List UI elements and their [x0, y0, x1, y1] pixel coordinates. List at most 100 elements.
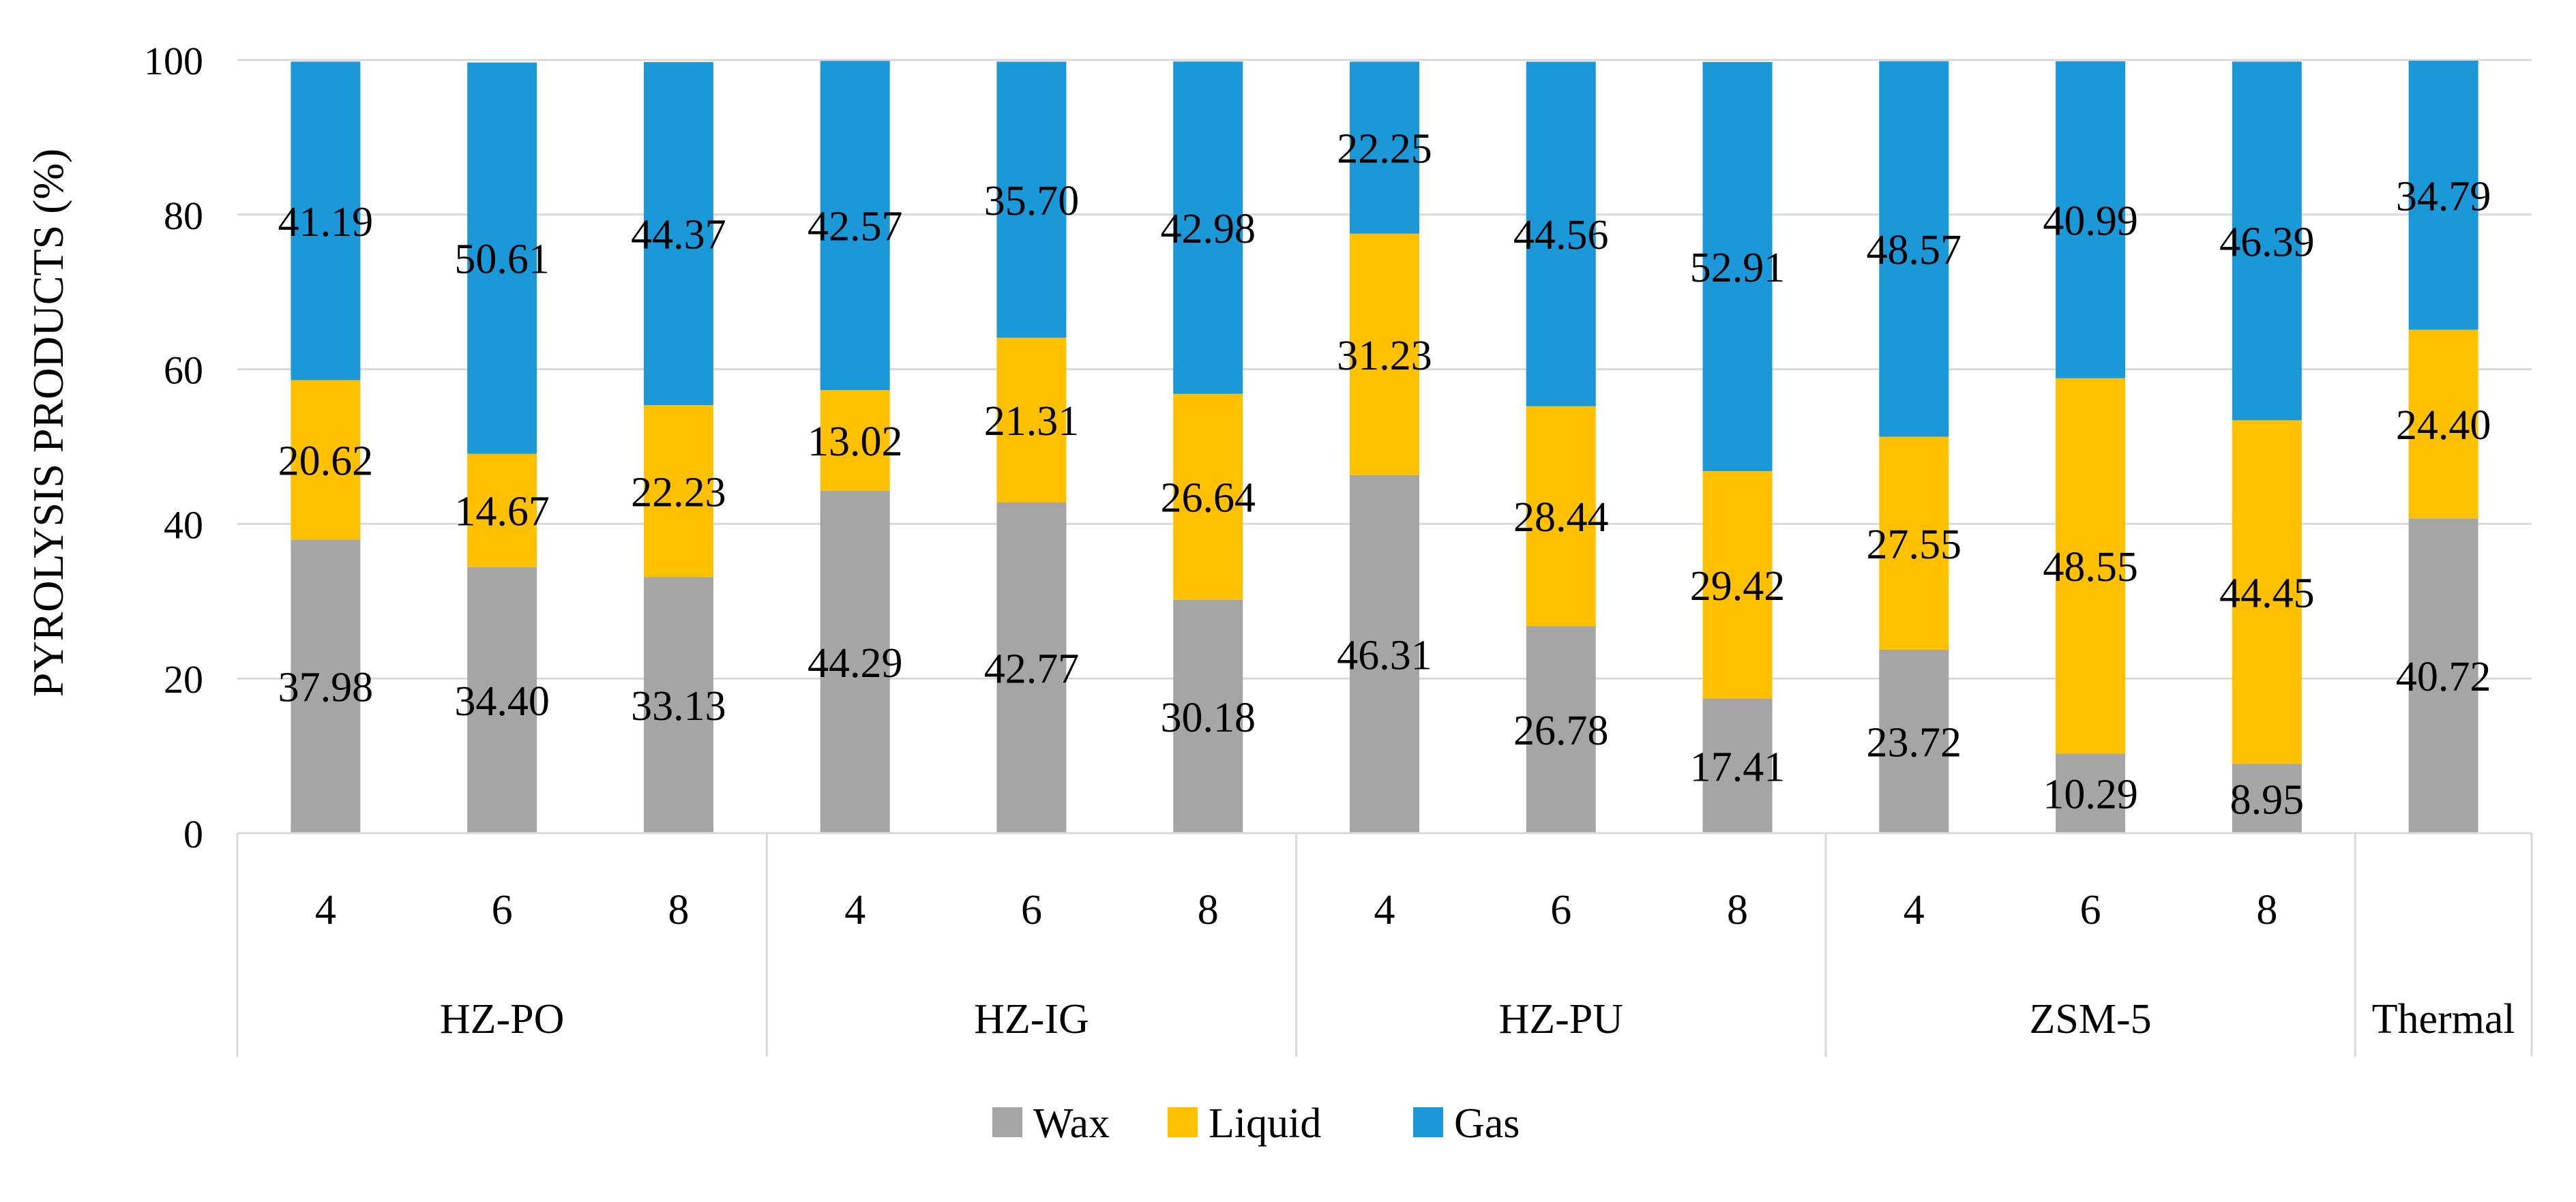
bar-liquid-0	[291, 380, 361, 540]
data-label-gas: 52.91	[1690, 245, 1786, 291]
bar-wax-6	[1350, 475, 1419, 833]
bar-gas-5	[1173, 61, 1243, 394]
bar-liquid-7	[1526, 406, 1596, 627]
bar-wax-10	[2056, 753, 2126, 833]
data-label-gas: 46.39	[2219, 219, 2315, 265]
bar-liquid-6	[1350, 233, 1419, 475]
bar-gas-8	[1702, 61, 1773, 471]
bar-gas-9	[1879, 61, 1949, 437]
legend-label: Gas	[1454, 1100, 1520, 1147]
bars	[291, 61, 2478, 833]
bar-wax-12	[2408, 518, 2478, 833]
bar-gas-11	[2232, 61, 2302, 421]
data-label-liquid: 48.55	[2043, 544, 2138, 590]
group-label: ZSM-5	[2030, 996, 2152, 1042]
group-label: HZ-PO	[440, 996, 565, 1042]
data-label-wax: 42.77	[984, 646, 1080, 692]
data-label-gas: 50.61	[454, 237, 550, 283]
bar-liquid-11	[2232, 420, 2302, 764]
bar-wax-8	[1702, 698, 1773, 833]
group-label: HZ-IG	[974, 996, 1089, 1042]
data-label-gas: 41.19	[278, 199, 374, 245]
legend-swatch	[1168, 1107, 1198, 1137]
data-label-gas: 44.56	[1513, 212, 1609, 258]
data-label-wax: 33.13	[631, 683, 726, 730]
data-label-liquid: 26.64	[1160, 475, 1256, 522]
x-tick-label: 4	[1374, 887, 1395, 933]
data-label-wax: 46.31	[1337, 632, 1432, 678]
data-label-wax: 37.98	[278, 665, 374, 711]
data-label-liquid: 24.40	[2396, 402, 2491, 449]
x-tick-label: 4	[315, 887, 336, 933]
data-label-wax: 34.40	[454, 678, 550, 725]
legend-swatch	[1413, 1107, 1443, 1137]
data-label-wax: 44.29	[808, 640, 903, 687]
data-label-gas: 44.37	[631, 212, 726, 258]
bar-liquid-10	[2056, 378, 2126, 754]
bar-wax-9	[1879, 650, 1949, 833]
bar-gas-2	[643, 62, 713, 406]
bar-liquid-3	[820, 390, 890, 491]
group-label: HZ-PU	[1498, 996, 1623, 1042]
legend-item-gas: Gas	[1413, 1100, 1520, 1147]
x-tick-label: 6	[492, 887, 513, 933]
bar-gas-0	[291, 61, 361, 380]
x-tick-label: 8	[668, 887, 689, 933]
bar-liquid-12	[2408, 329, 2478, 519]
bar-liquid-4	[996, 337, 1067, 502]
bar-gas-12	[2408, 61, 2478, 330]
data-label-liquid: 31.23	[1337, 333, 1432, 379]
data-label-wax: 26.78	[1513, 708, 1609, 754]
data-label-liquid: 20.62	[278, 438, 374, 484]
bar-wax-5	[1173, 599, 1243, 833]
bar-wax-0	[291, 539, 361, 833]
bar-gas-1	[467, 62, 537, 454]
data-label-wax: 40.72	[2396, 654, 2491, 700]
bar-liquid-2	[643, 405, 713, 577]
bar-liquid-9	[1879, 436, 1949, 650]
bar-gas-4	[996, 61, 1067, 338]
legend-item-wax: Wax	[992, 1100, 1110, 1147]
y-tick-label: 40	[164, 502, 203, 547]
bar-gas-6	[1350, 61, 1419, 234]
data-label-wax: 17.41	[1690, 744, 1786, 790]
bar-wax-4	[996, 502, 1067, 833]
y-tick-label: 80	[164, 194, 203, 238]
x-tick-label: 6	[1021, 887, 1042, 933]
y-tick-label: 100	[144, 39, 203, 83]
data-label-liquid: 21.31	[984, 398, 1080, 445]
data-label-gas: 35.70	[984, 178, 1080, 224]
legend-item-liquid: Liquid	[1168, 1100, 1321, 1147]
y-axis-label: PYROLYSIS PRODUCTS (%)	[24, 149, 72, 697]
data-label-liquid: 14.67	[454, 489, 550, 535]
bar-gas-10	[2056, 61, 2126, 378]
x-tick-label: 4	[844, 887, 865, 933]
bar-liquid-8	[1702, 470, 1773, 699]
legend-label: Wax	[1033, 1100, 1110, 1147]
axes: 0 20 40 60 80 100 4 6 8 4 6 8 4 6 8 4 6 8 HZ-PO HZ-IG HZ-PU Z…	[144, 39, 2533, 1057]
legend-label: Liquid	[1209, 1100, 1321, 1147]
x-tick-label: 8	[1198, 887, 1219, 933]
data-label-liquid: 28.44	[1513, 494, 1609, 541]
legend: Wax Liquid Gas	[992, 1100, 1520, 1147]
bar-gas-3	[820, 61, 890, 391]
x-tick-label: 8	[1727, 887, 1748, 933]
bar-wax-1	[467, 567, 537, 833]
x-tick-label: 6	[2080, 887, 2101, 933]
data-label-wax: 8.95	[2230, 777, 2305, 823]
data-label-gas: 34.79	[2396, 173, 2491, 220]
data-label-liquid: 44.45	[2219, 570, 2315, 616]
bar-liquid-1	[467, 453, 537, 567]
y-tick-label: 20	[164, 657, 203, 702]
data-label-wax: 10.29	[2043, 772, 2138, 818]
bar-gas-7	[1526, 61, 1596, 406]
data-label-gas: 22.25	[1337, 126, 1432, 172]
x-tick-label: 6	[1550, 887, 1571, 933]
data-label-gas: 48.57	[1867, 227, 1962, 273]
bar-wax-7	[1526, 626, 1596, 833]
bar-liquid-5	[1173, 393, 1243, 600]
data-label-gas: 42.57	[808, 204, 903, 250]
data-label-liquid: 22.23	[631, 469, 726, 515]
data-label-gas: 40.99	[2043, 198, 2138, 244]
